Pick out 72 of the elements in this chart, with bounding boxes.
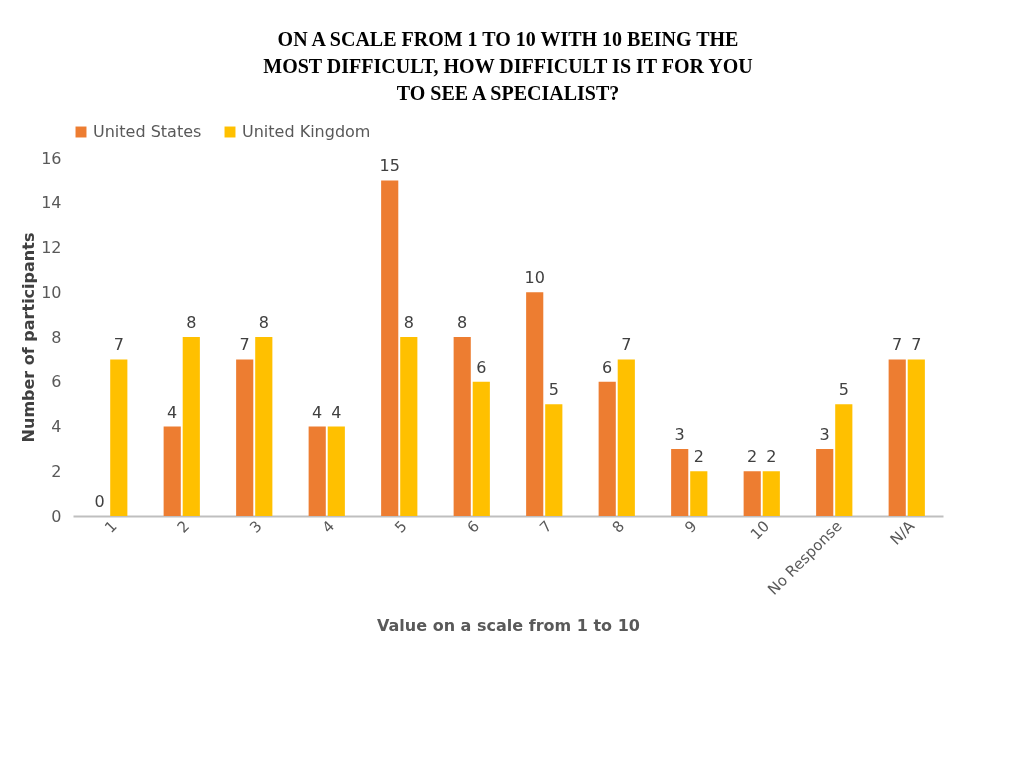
data-label: 5 [838,380,849,400]
x-tick-label: 1 [101,517,121,537]
y-tick-label: 8 [51,327,62,347]
bar [907,359,925,516]
y-tick-label: 10 [41,282,62,302]
y-tick-label: 2 [51,461,62,481]
data-label: 2 [766,447,777,467]
data-label: 8 [258,313,269,332]
bar [888,359,906,516]
data-label: 7 [911,335,922,355]
bar [381,180,399,516]
data-label: 7 [239,335,250,355]
data-label: 7 [892,335,903,355]
data-label: 3 [819,424,830,444]
chart-title: ON A SCALE FROM 1 TO 10 WITH 10 BEING THE MOST DIFFICULT, HOW DIFFICULT IS IT FOR YOU TO SEE A SPECIALIST? [263,28,753,104]
data-label: 10 [524,268,545,288]
bar [526,292,544,516]
data-label: 2 [693,447,704,467]
y-tick-label: 4 [51,417,62,436]
y-tick-label: 6 [51,372,62,392]
bar [255,337,273,516]
y-axis-title: Number of participants [19,232,39,443]
data-label: 8 [403,313,414,332]
y-tick-label: 14 [41,193,62,213]
legend-label: United States [93,122,202,141]
data-label: 7 [621,335,632,355]
bar [182,337,200,516]
data-label: 4 [312,402,323,422]
bar [835,404,853,516]
legend-label: United Kingdom [242,122,371,141]
data-label: 6 [602,357,613,377]
y-tick-label: 12 [41,238,62,257]
data-label: 0 [94,492,105,511]
bar [308,426,326,516]
bar [327,426,345,516]
x-tick-label: N/A [886,516,919,549]
x-tick-label: 5 [391,517,411,537]
bar [472,381,490,516]
x-tick-label: 6 [463,517,484,537]
x-tick-label: 7 [536,517,556,537]
x-tick-label: 9 [681,517,701,537]
bar [163,426,181,516]
x-tick-label: 3 [246,517,266,537]
bar [400,337,418,516]
data-label: 5 [548,380,559,400]
data-label: 15 [379,156,400,176]
x-tick-label: 8 [608,517,629,537]
data-label: 3 [674,424,685,444]
bar [236,359,254,516]
data-label: 4 [167,402,178,422]
data-label: 8 [457,313,468,332]
data-label: 2 [747,447,758,467]
bar [545,404,563,516]
x-tick-label: 4 [318,517,339,537]
x-tick-label: 2 [173,517,194,537]
bar [743,471,761,516]
y-tick-label: 16 [41,148,62,168]
bar [762,471,780,516]
bar [690,471,708,516]
data-label: 6 [476,357,487,377]
bar [671,448,689,516]
bar [453,337,471,516]
data-label: 7 [113,335,124,355]
bar [110,359,128,516]
bar [617,359,635,516]
data-label: 4 [331,402,342,422]
data-label: 8 [186,313,197,332]
bar [816,448,834,516]
x-tick-label: 10 [746,517,774,544]
x-axis-title: Value on a scale from 1 to 10 [377,615,640,635]
y-tick-label: 0 [51,506,62,526]
bar [598,381,616,516]
